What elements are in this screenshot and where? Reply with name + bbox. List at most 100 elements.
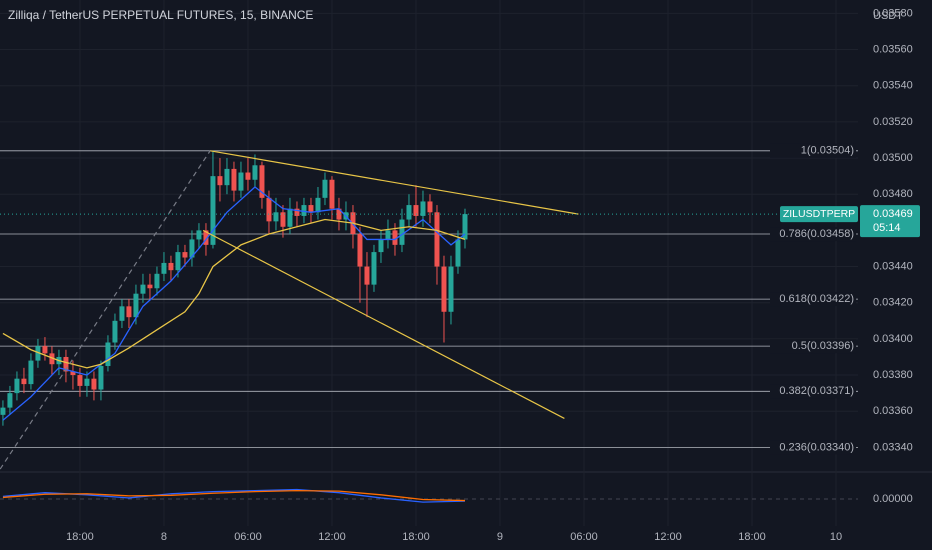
- chart-title: Zilliqa / TetherUS PERPETUAL FUTURES, 15…: [8, 8, 313, 22]
- candle-body: [427, 201, 433, 213]
- candle-body: [224, 168, 230, 186]
- candle-body: [28, 360, 34, 385]
- last-price-label: 0.03469: [873, 208, 913, 220]
- trend-line: [0, 150, 211, 470]
- candle-body: [378, 239, 384, 253]
- y-tick-label: 0.03560: [873, 43, 913, 55]
- y-unit: USDT: [873, 10, 903, 22]
- y-tick-label: 0.03360: [873, 405, 913, 417]
- candle-body: [112, 320, 118, 343]
- candle-body: [7, 393, 13, 408]
- candle-body: [245, 172, 251, 180]
- fib-label-bg: [770, 143, 856, 158]
- candle-body: [455, 239, 461, 267]
- trend-line: [210, 150, 579, 215]
- candle-body: [280, 212, 286, 227]
- candle-body: [329, 179, 335, 209]
- last-price-box: [860, 205, 920, 238]
- candle-body: [399, 219, 405, 245]
- x-tick-label: 12:00: [654, 531, 682, 543]
- candle-body: [308, 205, 314, 213]
- candle-body: [259, 165, 265, 198]
- candle-body: [287, 208, 293, 227]
- candle-body: [203, 230, 209, 245]
- candle-body: [434, 212, 440, 267]
- candle-body: [161, 262, 167, 274]
- candle-body: [14, 378, 20, 394]
- trend-line: [202, 229, 565, 419]
- x-tick-label: 18:00: [402, 531, 430, 543]
- candle-body: [133, 293, 139, 318]
- x-tick-label: 18:00: [66, 531, 94, 543]
- candle-body: [140, 284, 146, 294]
- macd-tick-label: 0.00000: [873, 493, 913, 505]
- moving-average: [2, 186, 466, 421]
- y-tick-label: 0.03500: [873, 152, 913, 164]
- candle-body: [441, 266, 447, 312]
- candle-body: [322, 179, 328, 198]
- fib-label-bg: [770, 339, 856, 354]
- fib-label: 0.786(0.03458): [779, 228, 854, 240]
- candle-body: [462, 214, 468, 240]
- candle-body: [294, 208, 300, 216]
- fib-label-bg: [770, 227, 856, 242]
- countdown: 05:14: [873, 222, 901, 234]
- x-tick-label: 8: [161, 531, 167, 543]
- candle-body: [182, 252, 188, 258]
- candle-body: [42, 346, 48, 354]
- symbol-tag: ZILUSDTPERP: [783, 208, 855, 220]
- candle-body: [413, 205, 419, 216]
- fib-label: 1(0.03504): [801, 145, 854, 157]
- candle-body: [84, 378, 90, 386]
- symbol-tag-bg: [780, 206, 858, 223]
- y-tick-label: 0.03380: [873, 369, 913, 381]
- candle-body: [315, 197, 321, 213]
- fib-label: 0.382(0.03371): [779, 385, 854, 397]
- y-tick-label: 0.03420: [873, 297, 913, 309]
- candle-body: [0, 407, 6, 415]
- candle-body: [406, 205, 412, 220]
- candle-body: [70, 371, 76, 376]
- fib-label: 0.236(0.03340): [779, 441, 854, 453]
- y-tick-label: 0.03520: [873, 116, 913, 128]
- candle-body: [231, 168, 237, 191]
- candle-body: [105, 342, 111, 367]
- candle-body: [98, 366, 104, 390]
- candle-body: [119, 306, 125, 321]
- y-tick-label: 0.03440: [873, 260, 913, 272]
- candle-body: [189, 239, 195, 258]
- fib-label-bg: [770, 384, 856, 399]
- candle-body: [196, 230, 202, 240]
- candle-body: [91, 378, 97, 390]
- fib-label-bg: [770, 292, 856, 307]
- fib-label: 0.5(0.03396): [792, 340, 854, 352]
- candle-body: [392, 230, 398, 245]
- candle-body: [154, 273, 160, 289]
- candle-body: [147, 284, 153, 289]
- candle-body: [448, 266, 454, 312]
- candle-body: [49, 353, 55, 365]
- x-tick-label: 06:00: [234, 531, 262, 543]
- x-tick-label: 18:00: [738, 531, 766, 543]
- y-tick-label: 0.03400: [873, 333, 913, 345]
- x-tick-label: 9: [497, 531, 503, 543]
- y-tick-label: 0.03480: [873, 188, 913, 200]
- y-tick-label: 0.03580: [873, 7, 913, 19]
- candle-body: [357, 234, 363, 267]
- candle-body: [336, 208, 342, 220]
- moving-average: [2, 218, 466, 369]
- candle-body: [385, 230, 391, 240]
- candle-body: [168, 262, 174, 271]
- candle-body: [301, 205, 307, 216]
- candle-body: [420, 201, 426, 216]
- candle-body: [266, 197, 272, 222]
- candle-body: [371, 252, 377, 285]
- fib-label: 0.618(0.03422): [779, 293, 854, 305]
- axes: 0.03580 0.03560 0.03540 0.03520 0.03500 0.034…: [66, 7, 920, 543]
- x-tick-label: 12:00: [318, 531, 346, 543]
- candle-body: [238, 172, 244, 191]
- candle-body: [35, 346, 41, 361]
- candle-body: [217, 176, 223, 186]
